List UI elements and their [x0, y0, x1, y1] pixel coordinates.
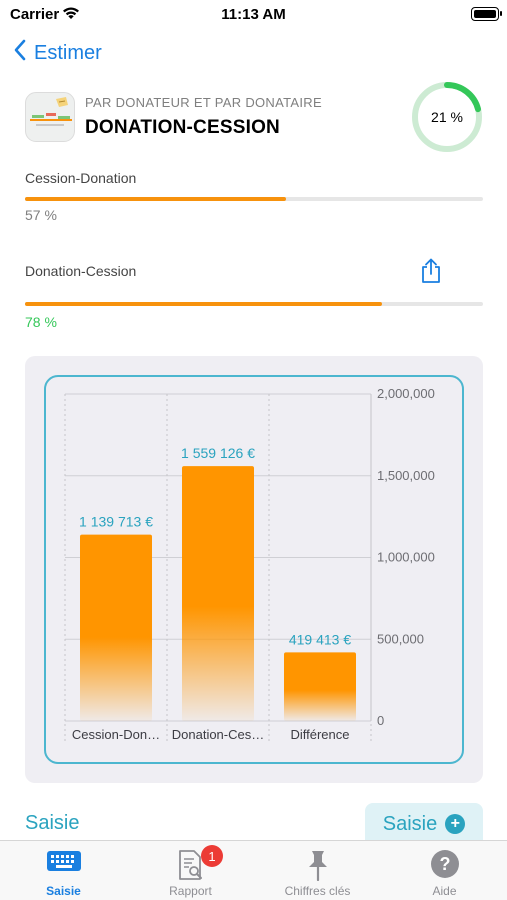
status-bar: Carrier 11:13 AM — [0, 0, 507, 30]
page-title: DONATION-CESSION — [85, 117, 280, 138]
progress-value-cession-donation: 57 % — [25, 207, 57, 223]
y-tick-label: 1,000,000 — [377, 550, 435, 565]
wifi-icon — [62, 6, 80, 25]
tab-label-rapport: Rapport — [169, 884, 212, 898]
tab-aide[interactable]: ? Aide — [381, 841, 507, 900]
tab-label-chiffres-cles: Chiffres clés — [284, 884, 351, 898]
tab-saisie[interactable]: Saisie — [0, 841, 127, 900]
bar-3 — [284, 652, 356, 721]
page-subtitle: PAR DONATEUR ET PAR DONATAIRE — [85, 95, 322, 110]
tab-label-saisie: Saisie — [46, 884, 81, 898]
progress-label-cession-donation: Cession-Donation — [25, 170, 137, 186]
clock: 11:13 AM — [221, 6, 286, 23]
notification-badge: 1 — [201, 845, 223, 867]
progress-fill-cession-donation — [25, 197, 287, 201]
tab-rapport[interactable]: 1 Rapport — [127, 841, 254, 900]
add-saisie-label: Saisie — [382, 812, 438, 835]
bar-data-label: 1 139 713 € — [79, 514, 153, 530]
x-tick-label: Donation-Ces… — [172, 727, 265, 742]
back-button[interactable]: Estimer — [14, 38, 102, 68]
chart-frame — [44, 375, 464, 764]
saisie-link[interactable]: Saisie — [25, 812, 80, 834]
progress-fill-donation-cession — [25, 302, 383, 306]
progress-ring-value: 21 % — [431, 109, 463, 125]
bar-data-label: 1 559 126 € — [181, 445, 255, 461]
bar-2 — [182, 466, 254, 721]
share-icon[interactable] — [420, 258, 442, 289]
y-tick-label: 0 — [377, 713, 384, 728]
progress-label-donation-cession: Donation-Cession — [25, 263, 137, 279]
tab-label-aide: Aide — [432, 884, 457, 898]
tab-chiffres-cles[interactable]: Chiffres clés — [254, 841, 381, 900]
progress-track-cession-donation — [25, 197, 483, 201]
progress-track-donation-cession — [25, 302, 483, 306]
bar-1 — [80, 534, 152, 721]
y-tick-label: 1,500,000 — [377, 468, 435, 483]
y-tick-label: 2,000,000 — [377, 386, 435, 401]
back-label: Estimer — [34, 41, 102, 64]
keyboard-icon — [0, 849, 127, 873]
svg-text:?: ? — [439, 854, 450, 874]
carrier-label: Carrier — [10, 6, 60, 23]
y-tick-label: 500,000 — [377, 631, 424, 646]
chevron-left-icon — [14, 39, 34, 67]
x-tick-label: Cession-Don… — [72, 727, 160, 742]
progress-value-donation-cession: 78 % — [25, 314, 57, 330]
x-tick-label: Différence — [290, 727, 349, 742]
progress-ring-arc — [412, 82, 482, 152]
add-saisie-button[interactable]: Saisie + — [365, 803, 483, 845]
battery-icon — [471, 7, 502, 21]
progress-ring — [412, 82, 482, 152]
report-search-icon — [127, 849, 254, 881]
pin-icon — [254, 849, 381, 881]
plus-circle-icon: + — [445, 814, 466, 834]
help-icon: ? — [381, 849, 507, 879]
tab-bar: Saisie 1 Rapport Chiffres clés ? — [0, 840, 507, 900]
app-thumbnail-icon — [25, 92, 75, 142]
bar-data-label: 419 413 € — [289, 631, 351, 647]
